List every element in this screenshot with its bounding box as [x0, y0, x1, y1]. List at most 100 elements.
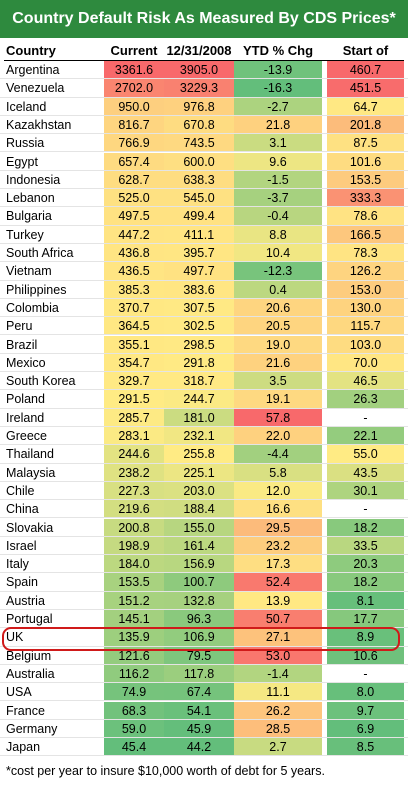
- country-cell: South Africa: [6, 246, 74, 260]
- current-cell: 153.5: [104, 573, 164, 592]
- row-divider: [0, 444, 408, 446]
- start-2008-cell: 43.5: [327, 463, 404, 482]
- ytd-change-cell: 3.1: [234, 134, 322, 153]
- end-2008-cell: 181.0: [164, 408, 234, 427]
- row-divider: [0, 517, 408, 519]
- ytd-change-cell: 23.2: [234, 536, 322, 556]
- start-2008-cell: 17.7: [327, 610, 404, 629]
- start-2008-cell: 18.2: [327, 573, 404, 592]
- ytd-change-cell: -1.4: [234, 664, 322, 684]
- country-cell: Turkey: [6, 227, 44, 242]
- current-cell: 45.4: [104, 738, 164, 757]
- ytd-change-cell: 13.9: [234, 591, 322, 610]
- ytd-change-cell: 17.3: [234, 555, 322, 574]
- country-cell: Iceland: [6, 99, 47, 114]
- current-cell: 657.4: [104, 152, 164, 171]
- current-cell: 200.8: [104, 518, 164, 537]
- table-row: Egypt 657.4 600.0 9.6 101.6: [0, 152, 408, 171]
- start-2008-cell: 130.0: [327, 298, 404, 318]
- country-cell: Israel: [6, 538, 37, 553]
- header-divider: [4, 60, 404, 61]
- ytd-change-cell: 11.1: [234, 683, 322, 702]
- ytd-change-cell: 20.6: [234, 298, 322, 318]
- start-2008-cell: 20.3: [327, 555, 404, 574]
- country-cell: France: [6, 703, 45, 718]
- end-2008-cell: 976.8: [164, 97, 234, 116]
- start-2008-cell: 30.1: [327, 481, 404, 501]
- table-row: Mexico 354.7 291.8 21.6 70.0: [0, 353, 408, 373]
- end-2008-cell: 156.9: [164, 555, 234, 574]
- country-cell: Australia: [6, 666, 55, 681]
- ytd-change-cell: 57.8: [234, 408, 322, 427]
- row-divider: [0, 700, 408, 702]
- country-cell: Thailand: [6, 447, 54, 462]
- table-row: Peru 364.5 302.5 20.5 115.7: [0, 317, 408, 336]
- row-divider: [0, 645, 408, 647]
- current-cell: 244.6: [104, 445, 164, 464]
- start-2008-cell: 87.5: [327, 134, 404, 153]
- start-2008-cell: 166.5: [327, 225, 404, 244]
- current-cell: 145.1: [104, 610, 164, 629]
- ytd-change-cell: 12.0: [234, 481, 322, 501]
- table-row: Iceland 950.0 976.8 -2.7 64.7: [0, 97, 408, 116]
- table-row: Argentina 3361.6 3905.0 -13.9 460.7: [0, 61, 408, 80]
- country-cell: Colombia: [6, 300, 59, 315]
- footnote: *cost per year to insure $10,000 worth o…: [6, 764, 325, 778]
- end-2008-cell: 117.8: [164, 664, 234, 684]
- country-cell: Argentina: [6, 63, 60, 77]
- country-cell: Peru: [6, 319, 33, 334]
- current-cell: 525.0: [104, 189, 164, 208]
- country-cell: Indonesia: [6, 172, 61, 187]
- current-cell: 628.7: [104, 170, 164, 190]
- row-divider: [0, 718, 408, 720]
- start-2008-cell: 10.6: [327, 646, 404, 665]
- start-2008-cell: 9.7: [327, 701, 404, 720]
- ytd-change-cell: 20.5: [234, 317, 322, 336]
- start-2008-cell: 333.3: [327, 189, 404, 208]
- start-2008-cell: 6.9: [327, 719, 404, 739]
- ytd-change-cell: 2.7: [234, 738, 322, 757]
- current-cell: 74.9: [104, 683, 164, 702]
- ytd-change-cell: 9.6: [234, 152, 322, 171]
- end-2008-cell: 638.3: [164, 170, 234, 190]
- table-row: Brazil 355.1 298.5 19.0 103.0: [0, 335, 408, 354]
- country-cell: Japan: [6, 740, 41, 755]
- country-cell: South Korea: [6, 374, 76, 389]
- current-cell: 219.6: [104, 500, 164, 519]
- table-row: Kazakhstan 816.7 670.8 21.8 201.8: [0, 115, 408, 135]
- end-2008-cell: 298.5: [164, 335, 234, 354]
- end-2008-cell: 54.1: [164, 701, 234, 720]
- ytd-change-cell: 28.5: [234, 719, 322, 739]
- start-2008-cell: 78.6: [327, 207, 404, 226]
- end-2008-cell: 291.8: [164, 353, 234, 373]
- table-row: USA 74.9 67.4 11.1 8.0: [0, 683, 408, 702]
- country-cell: Belgium: [6, 648, 52, 663]
- ytd-change-cell: 19.0: [234, 335, 322, 354]
- table-row: South Africa 436.8 395.7 10.4 78.3: [0, 244, 408, 263]
- ytd-change-cell: -1.5: [234, 170, 322, 190]
- table-row: Japan 45.4 44.2 2.7 8.5: [0, 738, 408, 757]
- table-row: Russia 766.9 743.5 3.1 87.5: [0, 134, 408, 153]
- start-2008-cell: -: [363, 410, 368, 425]
- start-2008-cell: 26.3: [327, 390, 404, 409]
- current-cell: 385.3: [104, 280, 164, 299]
- row-divider: [0, 279, 408, 281]
- country-cell: Brazil: [6, 337, 38, 352]
- start-2008-cell: 101.6: [327, 152, 404, 171]
- row-divider: [0, 334, 408, 336]
- ytd-change-cell: -2.7: [234, 97, 322, 116]
- country-cell: Venezuela: [6, 81, 65, 96]
- row-divider: [0, 499, 408, 501]
- current-cell: 184.0: [104, 555, 164, 574]
- header-country: Country: [6, 43, 56, 58]
- ytd-change-cell: 52.4: [234, 573, 322, 592]
- ytd-change-cell: 0.4: [234, 280, 322, 299]
- table-row: Greece 283.1 232.1 22.0 22.1: [0, 427, 408, 446]
- row-divider: [0, 151, 408, 153]
- end-2008-cell: 3905.0: [164, 61, 234, 80]
- end-2008-cell: 45.9: [164, 719, 234, 739]
- current-cell: 2702.0: [104, 79, 164, 98]
- row-divider: [0, 224, 408, 226]
- row-divider: [0, 737, 408, 739]
- start-2008-cell: -: [363, 502, 368, 517]
